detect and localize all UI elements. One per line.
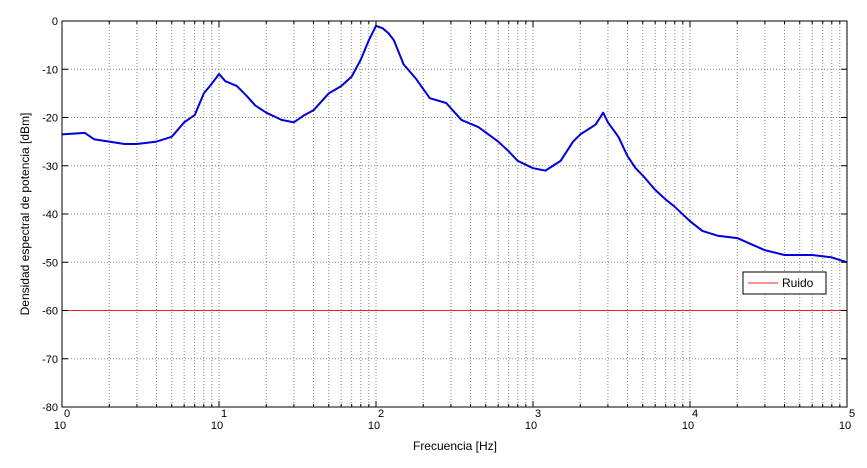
tick-marks <box>62 20 847 408</box>
series-line-psd <box>61 24 848 264</box>
y-tick-label: -20 <box>42 113 58 125</box>
x-axis-title: Frecuencia [Hz] <box>413 439 497 453</box>
y-tick-label: -70 <box>42 354 58 366</box>
x-tick-base: 10 <box>211 420 223 432</box>
y-tick-labels: 0 -10 -20 -30 -40 -50 -60 -70 -80 <box>42 16 58 414</box>
x-tick-base: 10 <box>525 420 537 432</box>
x-tick-base: 10 <box>54 420 66 432</box>
y-tick-label: -80 <box>42 402 58 414</box>
y-tick-label: -30 <box>42 161 58 173</box>
x-tick-exponent: 4 <box>692 408 698 420</box>
x-tick-base: 10 <box>682 420 694 432</box>
y-tick-label: -40 <box>42 209 58 221</box>
x-tick-exponent: 1 <box>221 408 227 420</box>
x-tick-base: 10 <box>368 420 380 432</box>
series-layer <box>61 24 848 311</box>
legend: Ruido <box>742 271 827 295</box>
x-tick-exponent: 0 <box>64 408 70 420</box>
y-tick-label: -60 <box>42 306 58 318</box>
legend-box <box>742 271 827 295</box>
y-tick-label: -10 <box>42 64 58 76</box>
y-axis-title: Densidad espectral de potencia [dBm] <box>18 113 32 316</box>
legend-label-ruido: Ruido <box>782 276 814 290</box>
y-tick-label: 0 <box>52 16 58 28</box>
x-tick-base: 10 <box>839 420 851 432</box>
x-tick-exponent: 2 <box>378 408 384 420</box>
x-tick-exponent: 3 <box>535 408 541 420</box>
x-tick-exponent: 5 <box>849 408 855 420</box>
y-tick-label: -50 <box>42 257 58 269</box>
